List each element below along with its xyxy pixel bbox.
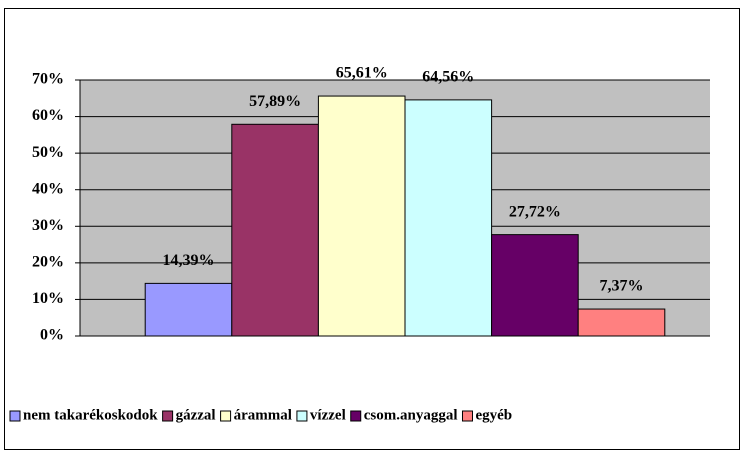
legend-label: nem takarékoskodok bbox=[23, 407, 158, 423]
bar bbox=[144, 282, 233, 337]
bar bbox=[317, 95, 406, 337]
legend-swatch bbox=[9, 410, 21, 422]
y-tick-label: 40% bbox=[32, 180, 64, 197]
data-label: 64,56% bbox=[422, 69, 474, 86]
legend-swatch bbox=[162, 410, 174, 422]
data-label: 57,89% bbox=[249, 93, 301, 110]
bar bbox=[491, 234, 579, 337]
y-tick-label: 30% bbox=[32, 217, 64, 234]
legend-swatch bbox=[461, 410, 473, 422]
legend-label: egyéb bbox=[475, 407, 512, 423]
data-label: 14,39% bbox=[163, 252, 215, 269]
legend-swatch bbox=[350, 410, 362, 422]
bar bbox=[577, 308, 666, 337]
y-tick-label: 60% bbox=[32, 107, 64, 124]
legend-swatch bbox=[296, 410, 308, 422]
bar bbox=[231, 123, 319, 337]
y-tick-label: 10% bbox=[32, 290, 64, 307]
legend-swatch bbox=[220, 410, 232, 422]
y-tick-label: 0% bbox=[40, 327, 64, 344]
legend-label: csom.anyaggal bbox=[364, 407, 458, 423]
legend-label: árammal bbox=[234, 407, 292, 423]
legend-label: gázzal bbox=[176, 407, 216, 423]
data-label: 65,61% bbox=[336, 65, 388, 82]
y-tick-label: 50% bbox=[32, 144, 64, 161]
legend-label: vízzel bbox=[310, 407, 346, 423]
y-tick-label: 20% bbox=[32, 254, 64, 271]
data-label: 7,37% bbox=[600, 278, 644, 295]
bar bbox=[404, 99, 493, 337]
y-tick-label: 70% bbox=[32, 71, 64, 88]
data-label: 27,72% bbox=[509, 203, 561, 220]
